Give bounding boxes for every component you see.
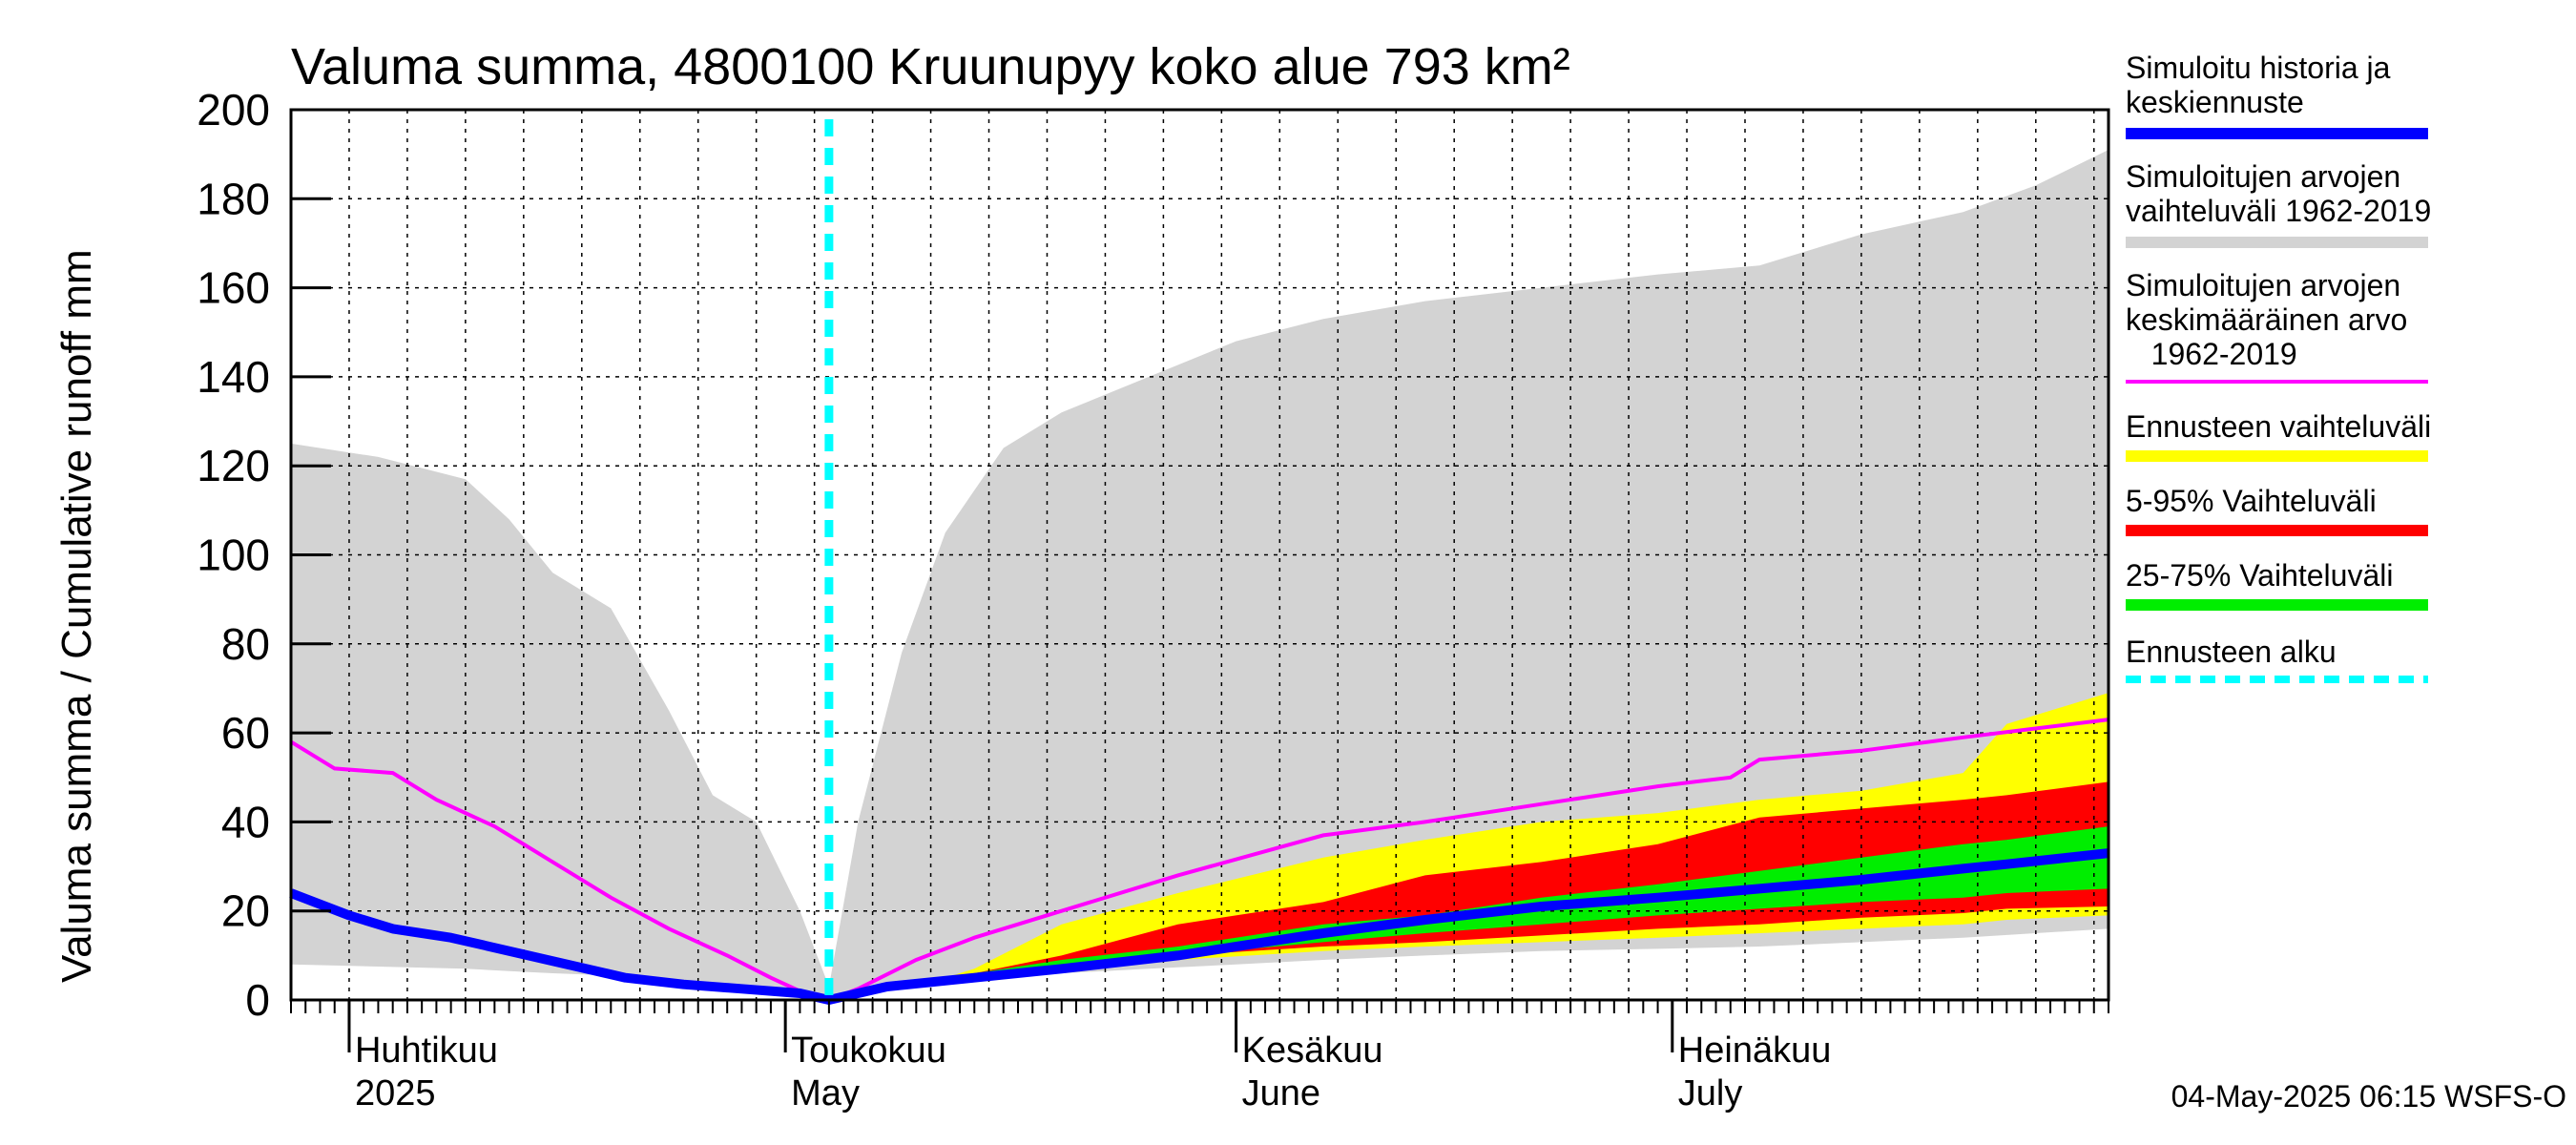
y-tick-label: 80 <box>221 619 270 669</box>
y-tick-label: 120 <box>197 441 270 490</box>
month-label-en: May <box>791 1073 860 1114</box>
grid-lines <box>291 110 2109 1000</box>
legend-label: Ennusteen vaihteluväli <box>2126 409 2431 444</box>
forecast-range-band <box>828 693 2109 1000</box>
legend-label: Ennusteen alku <box>2126 635 2337 669</box>
range-bands <box>291 150 2109 1000</box>
y-tick-label: 60 <box>221 708 270 758</box>
y-tick-label: 200 <box>197 85 270 135</box>
month-label-en: June <box>1242 1073 1320 1114</box>
y-tick-label: 40 <box>221 797 270 846</box>
month-label-fi: Huhtikuu <box>355 1030 498 1071</box>
legend-label: Simuloitujen arvojen vaihteluväli 1962-20… <box>2126 159 2431 228</box>
legend-label: Simuloitujen arvojen keskimääräinen arvo … <box>2126 268 2407 371</box>
chart-title: Valuma summa, 4800100 Kruunupyy koko alu… <box>291 38 1570 95</box>
legend-label: 25-75% Vaihteluväli <box>2126 558 2393 593</box>
y-axis-label: Valuma summa / Cumulative runoff mm <box>53 249 100 983</box>
legend-label: Simuloitu historia ja keskiennuste <box>2126 51 2391 119</box>
p5-95-band <box>828 781 2109 1000</box>
y-tick-label: 100 <box>197 531 270 580</box>
y-tick-label: 160 <box>197 263 270 313</box>
simulated-series-line <box>289 848 2109 1005</box>
month-label-fi: Kesäkuu <box>1242 1030 1383 1071</box>
y-tick-label: 0 <box>245 975 270 1025</box>
y-tick-label: 20 <box>221 886 270 936</box>
y-tick-label: 180 <box>197 174 270 223</box>
month-label-en: 2025 <box>355 1073 436 1114</box>
series-lines <box>289 119 2109 1005</box>
timestamp-footer: 04-May-2025 06:15 WSFS-O <box>2171 1079 2566 1114</box>
legend-label: 5-95% Vaihteluväli <box>2126 484 2377 518</box>
y-tick-label: 140 <box>197 352 270 402</box>
axes <box>289 108 2110 1052</box>
month-label-fi: Toukokuu <box>791 1030 946 1071</box>
legend: Simuloitu historia ja keskiennuste Simuloi… <box>2126 51 2431 683</box>
mean-series-line <box>289 718 2109 1003</box>
month-label-en: July <box>1678 1073 1743 1114</box>
month-label-fi: Heinäkuu <box>1678 1030 1832 1071</box>
